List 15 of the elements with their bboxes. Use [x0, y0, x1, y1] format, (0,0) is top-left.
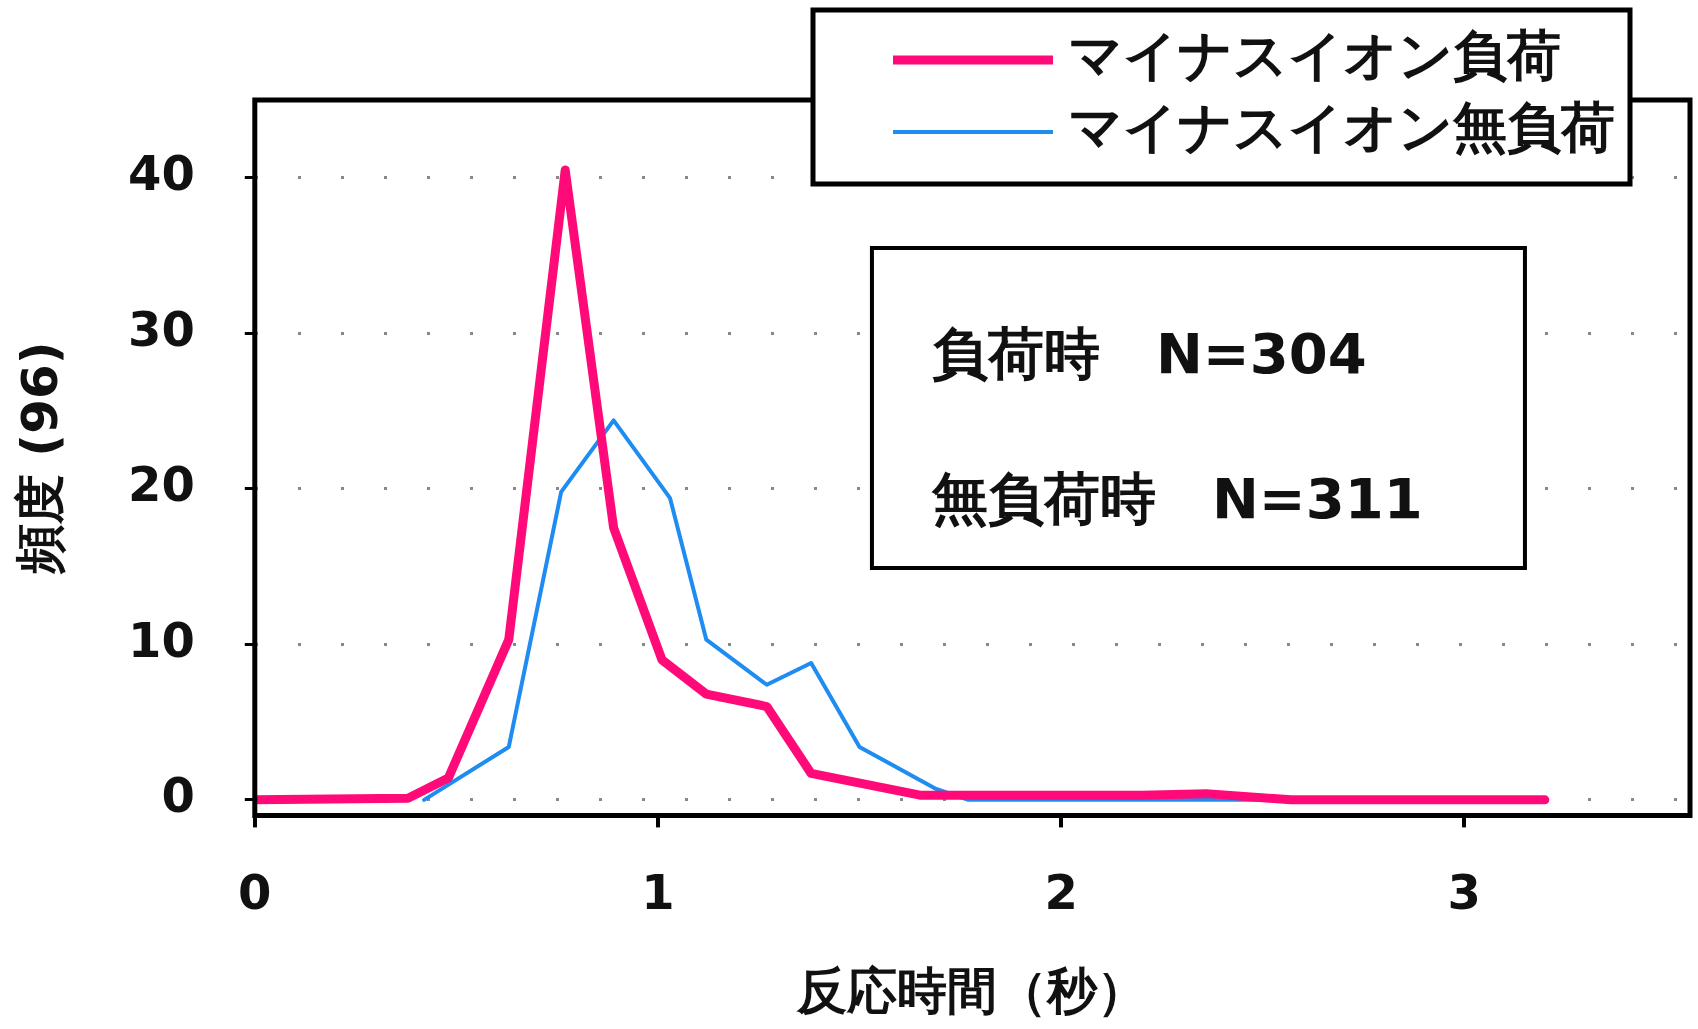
- y-tick-label: 30: [128, 300, 195, 357]
- x-tick-label: 2: [1044, 863, 1078, 920]
- annotation: 無負荷時 N=311: [930, 465, 1423, 531]
- y-tick-label: 20: [128, 456, 195, 513]
- x-axis-title: 反応時間（秒）: [796, 961, 1148, 1020]
- y-tick-label: 0: [161, 767, 195, 824]
- annotation: 負荷時 N=304: [931, 320, 1367, 386]
- x-tick-label: 0: [238, 863, 272, 920]
- y-tick-label: 10: [128, 611, 195, 668]
- x-tick-label: 3: [1447, 863, 1481, 920]
- legend-label: マイナスイオン無負荷: [1068, 96, 1615, 160]
- x-tick-label: 1: [641, 863, 675, 920]
- legend-label: マイナスイオン負荷: [1068, 24, 1561, 88]
- y-axis-title: 頻度 (96): [10, 341, 69, 576]
- y-tick-label: 40: [128, 145, 195, 202]
